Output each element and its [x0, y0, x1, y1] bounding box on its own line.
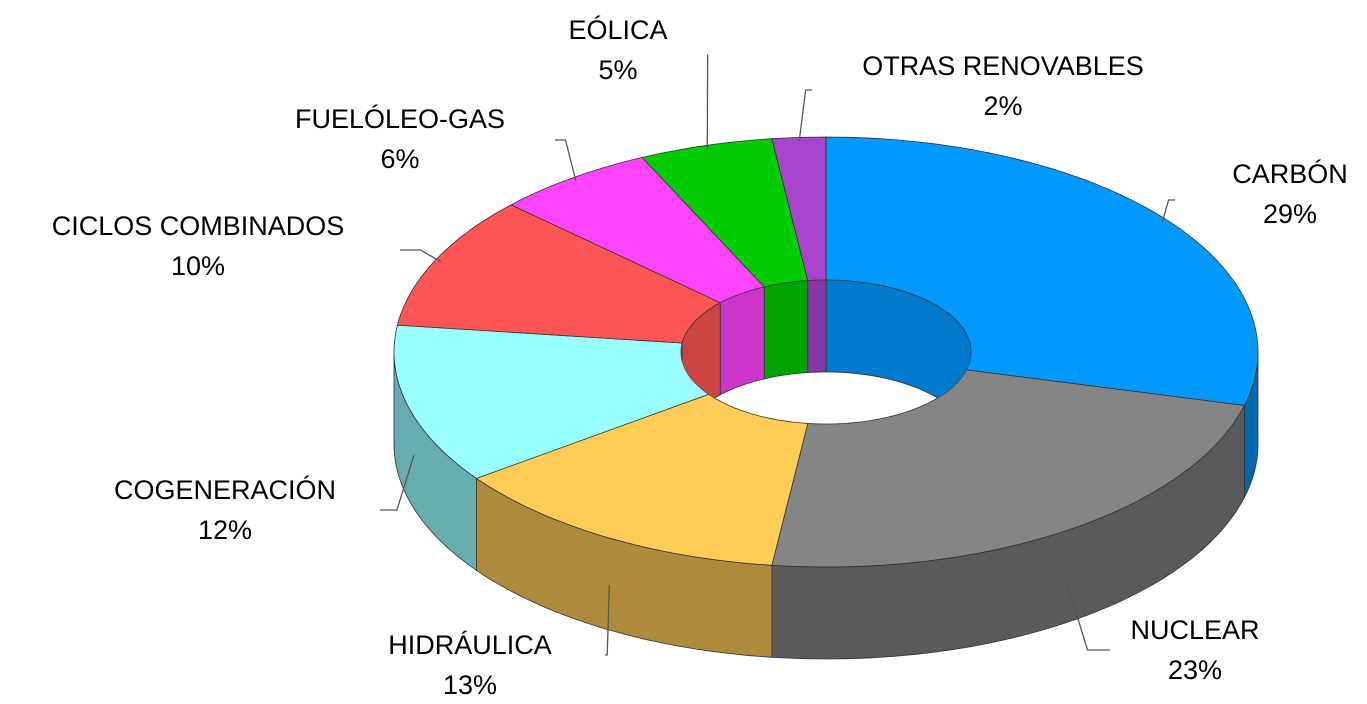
category-label: COGENERACIÓN [114, 474, 336, 505]
leader-line [1064, 577, 1110, 651]
category-label: CICLOS COMBINADOS [52, 211, 345, 241]
category-label: FUELÓLEO-GAS [295, 103, 505, 134]
leader-line [1161, 199, 1175, 223]
leader-line [555, 139, 577, 181]
value-label: 23% [1168, 655, 1222, 685]
labels: CARBÓN 29% NUCLEAR 23% HIDRÁULICA 13% COGENERA… [52, 14, 1348, 700]
category-label: OTRAS RENOVABLES [862, 51, 1144, 81]
category-label: NUCLEAR [1130, 615, 1259, 645]
slice-inner [763, 280, 809, 380]
value-label: 29% [1263, 199, 1317, 229]
leader-line [605, 584, 611, 656]
slice-inner [719, 286, 765, 396]
value-label: 12% [198, 515, 252, 545]
tops [393, 136, 1259, 568]
value-label: 5% [598, 55, 637, 85]
leader-line [798, 89, 812, 141]
value-label: 10% [171, 251, 225, 281]
value-label: 6% [380, 144, 419, 174]
leader-line [380, 455, 415, 511]
leader-line [706, 54, 709, 149]
category-label: CARBÓN [1232, 158, 1348, 189]
slice-inner [807, 280, 827, 374]
category-label: HIDRÁULICA [388, 630, 552, 660]
value-label: 13% [443, 670, 497, 700]
leader-line [400, 249, 442, 263]
category-label: EÓLICA [568, 14, 667, 45]
value-label: 2% [983, 91, 1022, 121]
